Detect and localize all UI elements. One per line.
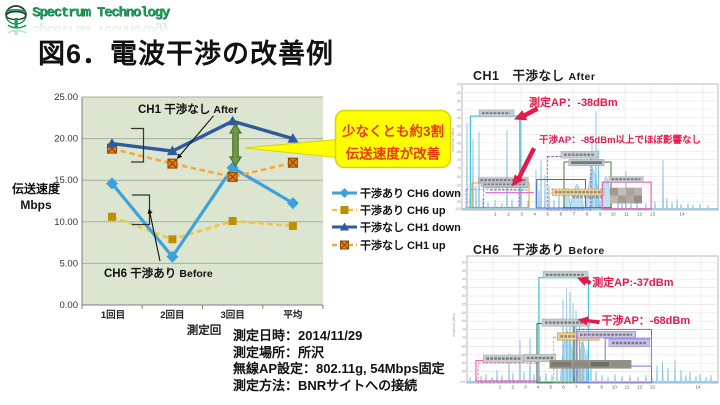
- svg-text:5: 5: [550, 385, 553, 390]
- svg-text:8: 8: [588, 385, 591, 390]
- svg-text:-40: -40: [461, 277, 466, 281]
- svg-text:-40: -40: [456, 108, 461, 112]
- svg-text:0.00: 0.00: [60, 300, 79, 311]
- svg-text:6: 6: [560, 212, 563, 217]
- svg-text:3回目: 3回目: [220, 310, 244, 321]
- svg-text:平均: 平均: [283, 309, 303, 321]
- svg-text:2: 2: [507, 212, 510, 217]
- svg-text:13: 13: [650, 212, 656, 217]
- svg-text:2回目: 2回目: [160, 310, 184, 321]
- svg-text:-30: -30: [456, 91, 461, 95]
- svg-text:-55: -55: [456, 133, 461, 137]
- svg-text:-80: -80: [461, 344, 466, 348]
- svg-text:12: 12: [637, 212, 643, 217]
- svg-text:25.00: 25.00: [54, 92, 78, 103]
- svg-text:9: 9: [599, 212, 602, 217]
- svg-text:-75: -75: [461, 336, 466, 340]
- svg-text:伝送速度: 伝送速度: [12, 181, 61, 196]
- svg-text:-50: -50: [461, 294, 466, 298]
- svg-text:14: 14: [679, 212, 685, 217]
- svg-text:10: 10: [611, 212, 617, 217]
- svg-text:8: 8: [586, 212, 589, 217]
- svg-text:-50: -50: [456, 125, 461, 129]
- svg-text:測定AP:-37dBm: 測定AP:-37dBm: [592, 275, 674, 289]
- svg-text:15.00: 15.00: [54, 175, 78, 186]
- svg-text:-100: -100: [459, 380, 466, 384]
- svg-text:-100: -100: [454, 207, 461, 211]
- svg-text:測定AP：-38dBm: 測定AP：-38dBm: [529, 95, 618, 109]
- svg-text:-60: -60: [461, 311, 466, 315]
- svg-text:20.00: 20.00: [54, 134, 78, 145]
- svg-text:干渉AP：-68dBm: 干渉AP：-68dBm: [602, 313, 691, 327]
- svg-text:CH1 干渉なし After: CH1 干渉なし After: [138, 102, 238, 116]
- svg-text:3: 3: [520, 212, 523, 217]
- svg-text:測定回: 測定回: [187, 323, 222, 335]
- svg-text:1回目: 1回目: [101, 310, 125, 321]
- svg-text:-95: -95: [461, 370, 466, 374]
- svg-text:-75: -75: [456, 167, 461, 171]
- svg-text:少なくとも約3割: 少なくとも約3割: [341, 123, 444, 139]
- svg-text:5.00: 5.00: [60, 258, 79, 269]
- svg-text:12: 12: [637, 385, 643, 390]
- svg-text:13: 13: [650, 385, 656, 390]
- svg-text:10.00: 10.00: [54, 217, 78, 228]
- svg-text:1: 1: [499, 385, 502, 390]
- svg-text:伝送速度が改善: 伝送速度が改善: [346, 146, 441, 162]
- svg-text:5: 5: [547, 212, 550, 217]
- svg-text:3: 3: [524, 385, 527, 390]
- svg-text:-55: -55: [461, 302, 466, 306]
- svg-text:11: 11: [624, 212, 629, 217]
- svg-text:4: 4: [537, 385, 540, 390]
- svg-text:-70: -70: [461, 328, 466, 332]
- svg-text:7: 7: [573, 212, 576, 217]
- svg-text:1: 1: [494, 212, 497, 217]
- svg-text:-65: -65: [456, 150, 461, 154]
- svg-text:-90: -90: [461, 361, 466, 365]
- svg-text:-25: -25: [456, 83, 461, 87]
- svg-text:11: 11: [625, 385, 630, 390]
- svg-text:-35: -35: [456, 99, 461, 103]
- svg-text:Amplitude (dBm): Amplitude (dBm): [452, 313, 456, 337]
- svg-text:-30: -30: [461, 260, 466, 264]
- svg-text:7: 7: [575, 385, 578, 390]
- svg-text:-60: -60: [456, 141, 461, 145]
- svg-text:干渉AP：-85dBm以上でほぼ影響なし: 干渉AP：-85dBm以上でほぼ影響なし: [539, 134, 701, 146]
- svg-text:4: 4: [533, 212, 536, 217]
- svg-text:9: 9: [600, 385, 603, 390]
- svg-text:-45: -45: [456, 116, 461, 120]
- svg-text:-85: -85: [456, 183, 461, 187]
- svg-text:CH6 干渉あり Before: CH6 干渉あり Before: [104, 266, 213, 280]
- svg-text:-70: -70: [456, 158, 461, 162]
- svg-text:2: 2: [511, 385, 514, 390]
- svg-text:14: 14: [695, 385, 701, 390]
- svg-text:-35: -35: [461, 269, 466, 273]
- svg-text:-80: -80: [456, 175, 461, 179]
- svg-text:Amplitude (dBm): Amplitude (dBm): [451, 128, 455, 152]
- svg-text:-85: -85: [461, 353, 466, 357]
- svg-text:10: 10: [612, 385, 618, 390]
- svg-text:Mbps: Mbps: [20, 198, 52, 212]
- svg-text:-90: -90: [456, 192, 461, 196]
- svg-text:-65: -65: [461, 319, 466, 323]
- svg-text:-95: -95: [456, 200, 461, 204]
- svg-text:-45: -45: [461, 286, 466, 290]
- svg-text:6: 6: [562, 385, 565, 390]
